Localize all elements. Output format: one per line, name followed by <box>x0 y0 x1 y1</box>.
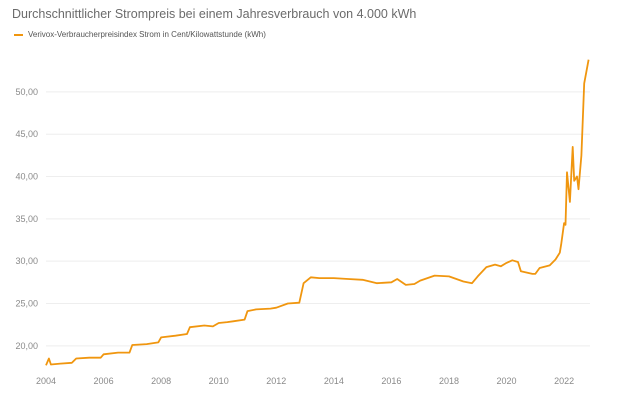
series-layer <box>45 59 590 366</box>
x-tick-label: 2020 <box>497 376 517 386</box>
y-tick-label: 35,00 <box>15 214 38 224</box>
legend-label: Verivox-Verbraucherpreisindex Strom in C… <box>28 30 266 39</box>
y-tick-label: 30,00 <box>15 256 38 266</box>
x-tick-label: 2016 <box>381 376 401 386</box>
x-tick-label: 2010 <box>209 376 229 386</box>
y-tick-label: 20,00 <box>15 341 38 351</box>
x-tick-label: 2006 <box>94 376 114 386</box>
y-axis-ticks: 20,00 25,00 30,00 35,00 40,00 45,00 50,00 <box>15 87 38 351</box>
x-axis-ticks: 2004 2006 2008 2010 2012 2014 2016 2018 2020 2022 <box>36 376 574 386</box>
y-tick-label: 50,00 <box>15 87 38 97</box>
x-tick-label: 2008 <box>151 376 171 386</box>
chart-title: Durchschnittlicher Strompreis bei einem … <box>12 7 417 21</box>
grid-lines <box>46 91 590 347</box>
x-tick-label: 2022 <box>554 376 574 386</box>
legend-swatch <box>14 33 23 36</box>
legend: Verivox-Verbraucherpreisindex Strom in C… <box>14 30 266 39</box>
y-tick-label: 45,00 <box>15 129 38 139</box>
x-tick-label: 2018 <box>439 376 459 386</box>
x-tick-label: 2004 <box>36 376 56 386</box>
x-tick-label: 2012 <box>266 376 286 386</box>
x-tick-label: 2014 <box>324 376 344 386</box>
y-tick-label: 40,00 <box>15 172 38 182</box>
series-line <box>45 59 590 366</box>
y-tick-label: 25,00 <box>15 299 38 309</box>
